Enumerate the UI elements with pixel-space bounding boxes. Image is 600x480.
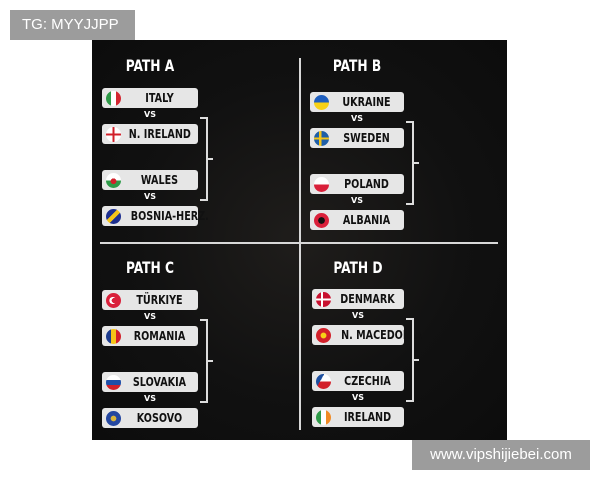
team-ireland: IRELAND bbox=[312, 407, 404, 427]
vs-label: VS bbox=[352, 393, 364, 402]
vs-label: VS bbox=[144, 312, 156, 321]
team-name: POLAND bbox=[344, 177, 389, 191]
team-name: UKRAINE bbox=[342, 95, 391, 109]
kosovo-flag-icon bbox=[106, 410, 121, 426]
bracket-tick bbox=[414, 162, 419, 164]
italy-flag-icon bbox=[106, 90, 121, 106]
bracket-connector bbox=[406, 318, 414, 402]
vs-label: VS bbox=[352, 311, 364, 320]
team-poland: POLAND bbox=[310, 174, 404, 194]
bracket-connector bbox=[406, 121, 414, 205]
bracket-connector bbox=[200, 319, 208, 403]
team-name: ROMANIA bbox=[133, 329, 186, 343]
vs-label: VS bbox=[144, 192, 156, 201]
team-name: IRELAND bbox=[343, 410, 392, 424]
team-name: WALES bbox=[140, 173, 179, 187]
team-name: DENMARK bbox=[340, 292, 395, 306]
team-name: BOSNIA-HERZ. bbox=[130, 209, 209, 223]
albania-flag-icon bbox=[314, 212, 329, 228]
team-slovakia: SLOVAKIA bbox=[102, 372, 198, 392]
team-name: TÜRKIYE bbox=[136, 293, 183, 307]
team-name: ITALY bbox=[145, 91, 174, 105]
turkiye-flag-icon bbox=[106, 292, 121, 308]
watermark: www.vipshijiebei.com bbox=[412, 440, 590, 470]
team-albania: ALBANIA bbox=[310, 210, 404, 230]
bracket-tick bbox=[208, 360, 213, 362]
team-romania: ROMANIA bbox=[102, 326, 198, 346]
vs-label: VS bbox=[144, 110, 156, 119]
team-turkiye: TÜRKIYE bbox=[102, 290, 198, 310]
czechia-flag-icon bbox=[316, 373, 331, 389]
team-italy: ITALY bbox=[102, 88, 198, 108]
team-name: KOSOVO bbox=[136, 411, 183, 425]
sweden-flag-icon bbox=[314, 130, 329, 146]
team-bosnia: BOSNIA-HERZ. bbox=[102, 206, 209, 226]
bracket-tick bbox=[208, 158, 213, 160]
team-denmark: DENMARK bbox=[312, 289, 404, 309]
vs-label: VS bbox=[351, 196, 363, 205]
team-wales: WALES bbox=[102, 170, 198, 190]
telegram-label: TG: MYYJJPP bbox=[10, 10, 135, 40]
poland-flag-icon bbox=[314, 176, 329, 192]
ireland-flag-icon bbox=[316, 409, 331, 425]
path-title: PATH A bbox=[125, 56, 175, 75]
team-name: N. IRELAND bbox=[128, 127, 191, 141]
vs-label: VS bbox=[351, 114, 363, 123]
team-name: N. MACEDONIA bbox=[341, 328, 422, 342]
team-czechia: CZECHIA bbox=[312, 371, 404, 391]
path-title: PATH B bbox=[332, 56, 382, 75]
bosnia-flag-icon bbox=[106, 208, 121, 224]
team-northern-ireland: N. IRELAND bbox=[102, 124, 198, 144]
ukraine-flag-icon bbox=[314, 94, 329, 110]
north-macedonia-flag-icon bbox=[316, 327, 331, 343]
team-north-macedonia: N. MACEDONIA bbox=[312, 325, 422, 345]
vertical-divider bbox=[299, 58, 301, 430]
wales-flag-icon bbox=[106, 172, 121, 188]
path-title: PATH D bbox=[333, 258, 383, 277]
northern-ireland-flag-icon bbox=[106, 126, 121, 142]
team-name: SLOVAKIA bbox=[132, 375, 187, 389]
bracket-connector bbox=[200, 117, 208, 201]
vs-label: VS bbox=[144, 394, 156, 403]
horizontal-divider bbox=[100, 242, 498, 244]
denmark-flag-icon bbox=[316, 291, 331, 307]
team-ukraine: UKRAINE bbox=[310, 92, 404, 112]
team-sweden: SWEDEN bbox=[310, 128, 404, 148]
team-name: SWEDEN bbox=[343, 131, 390, 145]
romania-flag-icon bbox=[106, 328, 121, 344]
bracket-tick bbox=[414, 359, 419, 361]
team-name: CZECHIA bbox=[344, 374, 391, 388]
slovakia-flag-icon bbox=[106, 374, 121, 390]
playoff-bracket-graphic: PATH A ITALY N. IRELAND WALES BOSNIA-HER… bbox=[92, 40, 507, 440]
path-title: PATH C bbox=[126, 258, 174, 277]
team-kosovo: KOSOVO bbox=[102, 408, 198, 428]
team-name: ALBANIA bbox=[342, 213, 391, 227]
